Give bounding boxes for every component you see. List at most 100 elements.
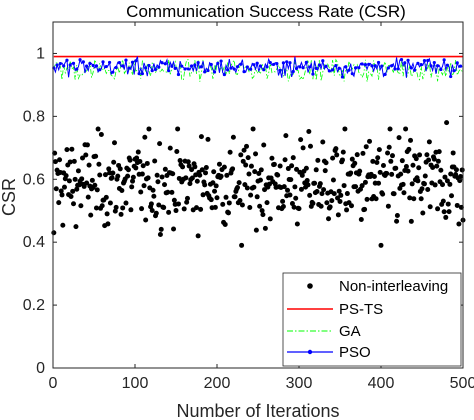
x-tick-label: 100 bbox=[122, 375, 149, 392]
non-interleaving-point bbox=[211, 169, 217, 175]
non-interleaving-point bbox=[134, 155, 140, 161]
pso-point bbox=[301, 66, 305, 70]
pso-point bbox=[350, 72, 354, 76]
pso-point bbox=[180, 64, 184, 68]
pso-point bbox=[285, 60, 289, 64]
pso-point bbox=[327, 69, 331, 73]
non-interleaving-point bbox=[197, 172, 203, 178]
non-interleaving-point bbox=[320, 139, 326, 145]
non-interleaving-point bbox=[119, 188, 125, 194]
non-interleaving-point bbox=[245, 155, 251, 161]
non-interleaving-point bbox=[130, 174, 136, 180]
pso-point bbox=[380, 64, 384, 68]
legend: Non-interleaving PS-TS GA PSO bbox=[282, 272, 462, 367]
non-interleaving-point bbox=[398, 171, 404, 177]
non-interleaving-point bbox=[243, 162, 249, 168]
non-interleaving-point bbox=[248, 192, 254, 198]
non-interleaving-point bbox=[407, 195, 413, 201]
non-interleaving-point bbox=[117, 166, 123, 172]
non-interleaving-point bbox=[257, 203, 263, 209]
non-interleaving-point bbox=[52, 159, 58, 165]
non-interleaving-point bbox=[240, 158, 246, 164]
non-interleaving-point bbox=[298, 186, 304, 192]
non-interleaving-point bbox=[334, 152, 340, 158]
pso-point bbox=[252, 63, 256, 67]
non-interleaving-point bbox=[305, 182, 311, 188]
non-interleaving-point bbox=[254, 194, 260, 200]
non-interleaving-point bbox=[303, 165, 309, 171]
non-interleaving-point bbox=[419, 186, 425, 192]
non-interleaving-point bbox=[157, 232, 163, 238]
non-interleaving-point bbox=[403, 164, 409, 170]
non-interleaving-point bbox=[370, 158, 376, 164]
non-interleaving-point bbox=[214, 195, 220, 201]
pso-point bbox=[308, 65, 312, 69]
non-interleaving-point bbox=[154, 172, 160, 178]
non-interleaving-point bbox=[374, 159, 380, 165]
pso-point bbox=[206, 68, 210, 73]
non-interleaving-point bbox=[151, 193, 157, 199]
pso-point bbox=[68, 63, 72, 67]
non-interleaving-point bbox=[312, 180, 318, 186]
non-interleaving-point bbox=[446, 209, 452, 215]
pso-point bbox=[229, 66, 233, 70]
non-interleaving-point bbox=[248, 163, 254, 169]
non-interleaving-point bbox=[218, 173, 224, 179]
non-interleaving-point bbox=[445, 201, 451, 207]
pso-point bbox=[255, 61, 259, 65]
non-interleaving-point bbox=[167, 145, 173, 151]
non-interleaving-point bbox=[236, 180, 242, 186]
pso-point bbox=[232, 67, 236, 71]
non-interleaving-point bbox=[75, 168, 81, 174]
non-interleaving-point bbox=[212, 188, 218, 194]
pso-point bbox=[196, 61, 200, 65]
non-interleaving-point bbox=[330, 155, 336, 161]
pso-point bbox=[242, 70, 246, 74]
pso-point bbox=[212, 70, 217, 74]
non-interleaving-point bbox=[385, 203, 391, 209]
non-interleaving-point bbox=[144, 160, 150, 166]
non-interleaving-point bbox=[378, 242, 384, 248]
pso-point bbox=[144, 66, 148, 70]
non-interleaving-point bbox=[67, 159, 73, 165]
non-interleaving-point bbox=[380, 163, 386, 169]
non-interleaving-point bbox=[376, 180, 382, 186]
non-interleaving-point bbox=[223, 194, 229, 200]
non-interleaving-point bbox=[307, 143, 313, 149]
pso-point bbox=[317, 63, 322, 67]
non-interleaving-point bbox=[294, 166, 300, 172]
non-interleaving-point bbox=[315, 157, 321, 163]
non-interleaving-point bbox=[142, 134, 148, 140]
non-interleaving-point bbox=[166, 209, 172, 215]
non-interleaving-point bbox=[291, 204, 297, 210]
non-interleaving-point bbox=[79, 176, 85, 182]
non-interleaving-point bbox=[224, 172, 230, 178]
non-interleaving-point bbox=[152, 158, 158, 164]
pso-point bbox=[85, 64, 89, 68]
non-interleaving-point bbox=[199, 167, 205, 173]
non-interleaving-point bbox=[187, 181, 193, 187]
non-interleaving-point bbox=[285, 166, 291, 172]
tick-layer: 0 100 200 300 400 500 0 0.2 0.4 0.6 0.8 1 bbox=[23, 22, 474, 392]
non-interleaving-point bbox=[310, 200, 316, 206]
non-interleaving-point bbox=[57, 157, 63, 163]
pso-point bbox=[249, 67, 253, 71]
y-tick-label: 0.4 bbox=[23, 234, 45, 251]
non-interleaving-point bbox=[110, 170, 116, 176]
non-interleaving-point bbox=[148, 201, 154, 207]
non-interleaving-point bbox=[406, 146, 412, 152]
non-interleaving-point bbox=[348, 203, 354, 209]
non-interleaving-point bbox=[251, 184, 257, 190]
non-interleaving-point bbox=[458, 174, 464, 180]
non-interleaving-point bbox=[287, 192, 293, 198]
pso-point bbox=[104, 64, 108, 69]
non-interleaving-point bbox=[140, 163, 146, 169]
non-interleaving-point bbox=[109, 175, 115, 181]
non-interleaving-point bbox=[103, 194, 109, 200]
non-interleaving-point bbox=[141, 183, 147, 189]
non-interleaving-point bbox=[283, 133, 289, 139]
non-interleaving-point bbox=[246, 171, 252, 177]
non-interleaving-point bbox=[94, 187, 100, 193]
non-interleaving-point bbox=[373, 196, 379, 202]
non-interleaving-point bbox=[227, 149, 233, 155]
